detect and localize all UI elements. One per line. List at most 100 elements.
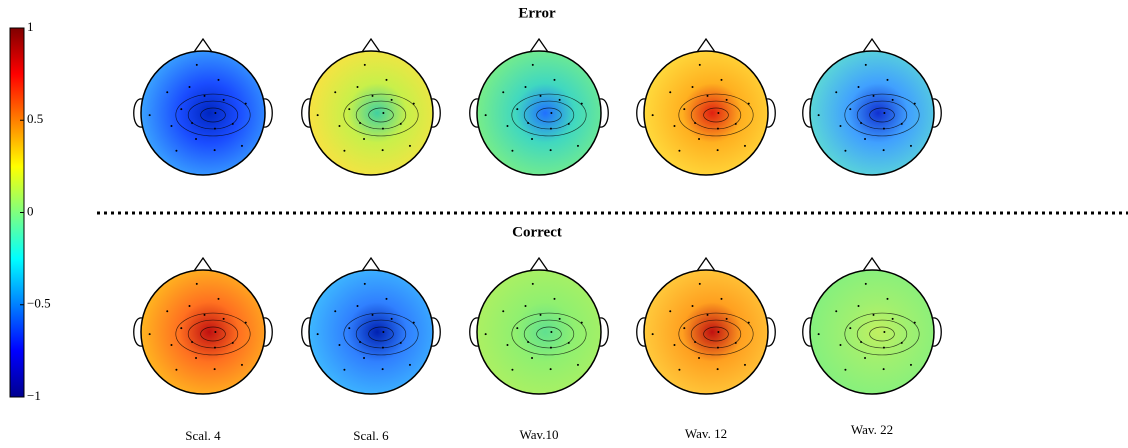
ear [636,317,646,347]
electrode [166,91,169,94]
ear [932,98,942,128]
electrode [716,368,719,371]
electrode [502,91,505,94]
electrode [717,331,720,333]
electrode [734,341,737,344]
electrode [188,86,191,89]
ear [932,317,942,347]
electrode [817,333,820,336]
electrode [385,297,388,300]
electrode [882,149,885,152]
electrode [382,331,385,333]
topomap [802,256,942,395]
electrode [734,122,737,125]
electrode [567,122,570,125]
contour [856,100,908,130]
electrode [531,356,534,359]
electrode [180,327,183,330]
electrode [839,344,842,347]
electrode [359,341,362,344]
electrode [363,63,366,66]
electrode [849,327,852,330]
electrode [531,282,534,285]
column-label: Scal. 6 [353,428,389,443]
electrode [698,137,701,140]
electrode [511,149,514,152]
contour [703,326,729,342]
nose [529,256,549,272]
electrode [539,94,542,97]
electrode [148,333,151,336]
electrode [549,127,552,130]
electrode [550,112,553,114]
electrode [673,125,676,128]
electrode [844,149,847,152]
electrode [549,149,552,152]
scalp [643,269,769,395]
electrode [909,363,912,366]
electrode [191,341,194,344]
electrode [882,127,885,130]
electrode [170,125,173,128]
contour [703,107,729,123]
scalp [809,50,935,176]
electrode [213,346,216,349]
topomap [133,256,273,395]
ear [263,98,273,128]
colorbar-tick-label: 0 [27,203,34,218]
electrode [747,102,750,105]
electrode [872,94,875,97]
nose [193,256,213,272]
electrode [891,98,894,101]
contour [678,312,754,356]
topomap [636,37,776,176]
electrode [399,122,402,125]
colorbar-tick-label: −0.5 [27,296,51,311]
colorbar-tick-label: −1 [27,388,41,403]
ear [469,98,479,128]
electrode [698,282,701,285]
electrode [539,313,542,316]
electrode [214,331,217,333]
ear [802,317,812,347]
electrode [567,341,570,344]
row-label: Correct [512,224,562,240]
contour [355,319,407,349]
electrode [213,127,216,130]
column-label: Scal. 4 [185,428,221,443]
electrode [706,313,709,316]
ear [133,98,143,128]
electrode [883,112,886,114]
electrode [390,317,393,320]
electrode [886,297,889,300]
electrode [580,102,583,105]
column-label: Wav. 22 [851,422,893,437]
electrode [717,112,720,114]
ear [301,98,311,128]
electrode [231,122,234,125]
electrode [356,305,359,308]
electrode [191,122,194,125]
scalp [308,269,434,395]
electrode [651,333,654,336]
electrode [864,63,867,66]
electrode [527,341,530,344]
electrode [883,331,886,333]
electrode [669,91,672,94]
ear [636,98,646,128]
nose [193,37,213,53]
electrode [839,125,842,128]
electrode [180,108,183,111]
contour [187,100,239,130]
row-label: Error [518,5,556,21]
contour [175,93,251,137]
electrode [381,127,384,130]
electrode [240,363,243,366]
electrode [886,78,889,81]
electrode [170,344,173,347]
scalp [308,50,434,176]
electrode [580,321,583,324]
electrode [363,282,366,285]
electrode [691,305,694,308]
